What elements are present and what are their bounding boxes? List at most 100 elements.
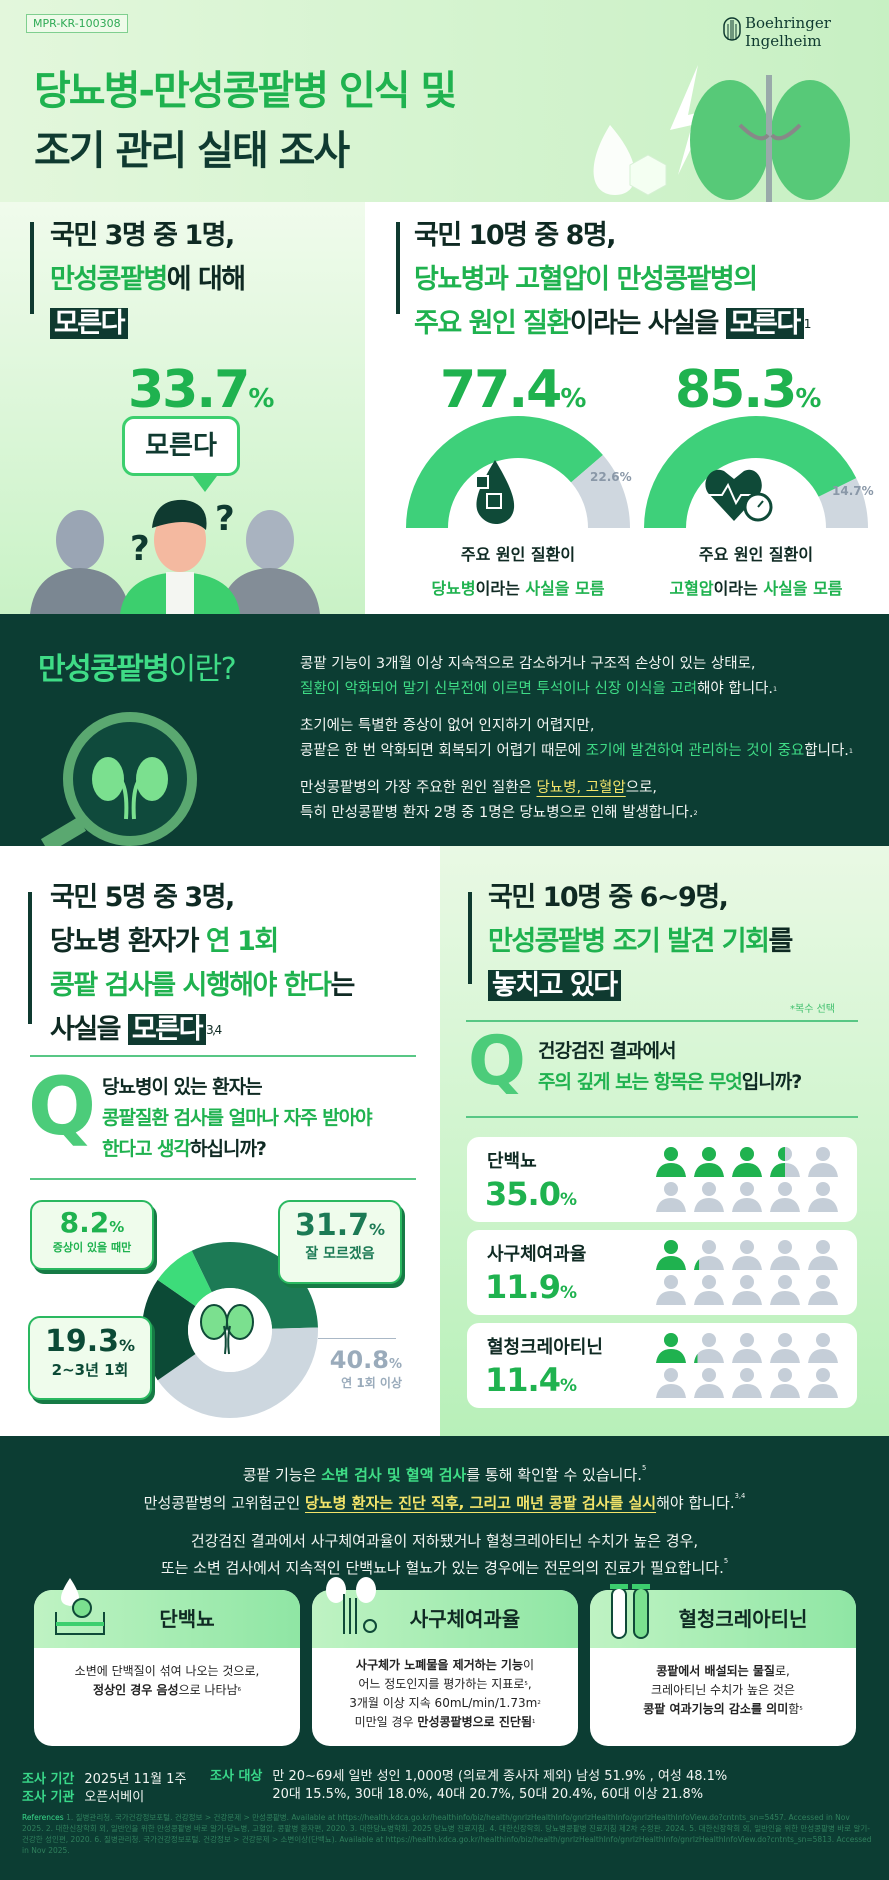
person-icon (732, 1368, 762, 1398)
callout-symptom-only: 8.2% 증상이 있을 때만 (30, 1200, 154, 1270)
multiple-choice-note: *복수 선택 (790, 1004, 835, 1015)
heart-clock-icon (705, 469, 773, 522)
gauge-rest-arc (571, 454, 630, 528)
gauge-percent: 77.4% (440, 360, 586, 420)
person-icon (694, 1147, 724, 1177)
gauge-diabetes (406, 415, 630, 528)
item-name: 사구체여과율 (487, 1244, 587, 1265)
person-icon (694, 1275, 724, 1305)
person-icon (808, 1147, 838, 1177)
gauge-percent: 85.3% (675, 360, 821, 420)
survey-organization: 조사 기관 오픈서베이 (22, 1790, 145, 1805)
accent-bar (468, 892, 472, 984)
person-icon (732, 1240, 762, 1270)
divider (466, 1116, 858, 1118)
label-once-a-year: 40.8% 연 1회 이상 (329, 1346, 402, 1390)
person-icon (770, 1240, 800, 1270)
guidance-line-1: 콩팥 기능은 소변 검사 및 혈액 검사를 통해 확인할 수 있습니다.5 (242, 1464, 647, 1484)
accent-bar (30, 222, 34, 314)
gauge-label: 주요 원인 질환이 고혈압이라는 사실을 모름 (669, 545, 843, 598)
person-icon (656, 1147, 686, 1177)
person-icon (770, 1182, 800, 1212)
test-tube-icon (610, 1584, 650, 1639)
definition-section: 만성콩팥병이란? 콩팥 기능이 3개월 이상 지속적으로 감소하거나 구조적 손… (0, 614, 889, 846)
divider (466, 1020, 858, 1022)
person-icon (808, 1182, 838, 1212)
person-icon (732, 1147, 762, 1177)
boehringer-logo-icon (723, 17, 741, 41)
person-icon (770, 1147, 800, 1177)
title-line-1: 당뇨병-만성콩팥병 인식 및 (34, 68, 457, 114)
unaware-percent: 33.7% (128, 360, 274, 420)
gauge-rest-label: 22.6% (590, 470, 632, 484)
donut-slice (142, 1279, 196, 1381)
definition-paragraph-1: 콩팥 기능이 3개월 이상 지속적으로 감소하거나 구조적 손상이 있는 상태로… (300, 656, 778, 697)
gauge-label: 주요 원인 질환이 당뇨병이라는 사실을 모름 (431, 545, 605, 598)
person-icon (656, 1275, 686, 1305)
checkup-left-question: 당뇨병이 있는 환자는 콩팥질환 검사를 얼마나 자주 받아야 한다고 생각하십… (102, 1076, 373, 1160)
leader-line (318, 1338, 396, 1339)
person-icon (808, 1275, 838, 1305)
person-icon (770, 1275, 800, 1305)
person-icon (808, 1368, 838, 1398)
kidney-icon (200, 1304, 254, 1355)
references: References 1. 질병관리청. 국가건강정보포털. 건강정보 > 건강… (22, 1813, 872, 1855)
kidney-filter-icon (326, 1577, 377, 1634)
definition-paragraph-3: 만성콩팥병의 가장 주요한 원인 질환은 당뇨병, 고혈압으로, 특히 만성콩팥… (300, 780, 698, 821)
item-percent: 11.4% (485, 1361, 577, 1399)
gauge-rest-label: 14.7% (832, 484, 874, 498)
survey-period: 조사 기간 2025년 11월 1주 (22, 1772, 187, 1787)
brand-logo: Boehringer Ingelheim (745, 14, 831, 50)
person-icon (808, 1333, 838, 1363)
accent-bar (28, 892, 32, 1024)
guidance-line-4: 또는 소변 검사에서 지속적인 단백뇨나 혈뇨가 있는 경우에는 전문의의 진료… (160, 1557, 729, 1577)
q-icon: Q (28, 1060, 97, 1153)
pictogram-row: 단백뇨 35.0% (467, 1137, 857, 1222)
person-icon (770, 1333, 800, 1363)
magnifier-kidney-icon (40, 712, 197, 846)
item-name: 단백뇨 (487, 1151, 537, 1172)
people-illustration-icon: ?? (30, 476, 320, 614)
gauge-value-arc (406, 415, 603, 528)
person-icon (656, 1368, 686, 1398)
awareness-left-heading: 국민 3명 중 1명, 만성콩팥병에 대해 모른다 (50, 220, 246, 339)
kidney-illustration-icon (593, 65, 850, 202)
person-icon (694, 1240, 724, 1270)
definition-title: 만성콩팥병이란? (38, 652, 237, 687)
urine-drop-icon (55, 1578, 105, 1635)
guidance-line-2: 만성콩팥병의 고위험군인 당뇨병 환자는 진단 직후, 그리고 매년 콩팥 검사… (143, 1492, 746, 1512)
accent-bar (396, 222, 400, 314)
person-icon (770, 1368, 800, 1398)
survey-target: 조사 대상 만 20~69세 일반 성인 1,000명 (의료계 종사자 제외) … (210, 1769, 728, 1802)
blood-drop-sugar-icon (475, 460, 515, 524)
person-icon (656, 1333, 686, 1363)
document-code: MPR-KR-100308 (26, 14, 128, 33)
svg-text:?: ? (130, 529, 150, 569)
item-name: 혈청크레아티닌 (487, 1337, 603, 1358)
gauge-value-arc (644, 415, 857, 528)
header: MPR-KR-100308 당뇨병-만성콩팥병 인식 및 조기 관리 실태 조사… (0, 0, 889, 202)
item-percent: 35.0% (485, 1175, 577, 1213)
checkup-left-heading: 국민 5명 중 3명, 당뇨병 환자가 연 1회 콩팥 검사를 시행해야 한다는… (50, 882, 355, 1045)
person-icon (694, 1368, 724, 1398)
speech-bubble: 모른다 (122, 416, 240, 476)
svg-text:?: ? (215, 499, 235, 539)
person-icon (732, 1333, 762, 1363)
person-icon (732, 1182, 762, 1212)
guidance-line-3: 건강검진 결과에서 사구체여과율이 저하됐거나 혈청크레아티닌 수치가 높은 경… (190, 1532, 699, 1550)
divider (30, 1055, 416, 1057)
donut-slice (157, 1250, 212, 1307)
pictogram-row: 혈청크레아티닌 11.4% (467, 1323, 857, 1408)
person-icon (694, 1333, 724, 1363)
q-icon: Q (468, 1022, 526, 1101)
item-percent: 11.9% (485, 1268, 577, 1306)
gauge-hypertension (644, 415, 868, 528)
checkup-right-question: 건강검진 결과에서 주의 깊게 보는 항목은 무엇입니까? (538, 1040, 802, 1093)
awareness-right-heading: 국민 10명 중 8명, 당뇨병과 고혈압이 만성콩팥병의 주요 원인 질환이라… (414, 220, 812, 339)
pictogram-row: 사구체여과율 11.9% (467, 1230, 857, 1315)
donut-slice (157, 1327, 318, 1418)
definition-paragraph-2: 초기에는 특별한 증상이 없어 인지하기 어렵지만, 콩팥은 한 번 악화되면 … (300, 718, 854, 759)
checkup-right-heading: 국민 10명 중 6~9명, 만성콩팥병 조기 발견 기회를 놓치고 있다 (488, 882, 793, 1001)
callout-unsure: 31.7% 잘 모르겠음 (278, 1200, 402, 1284)
person-icon (732, 1275, 762, 1305)
